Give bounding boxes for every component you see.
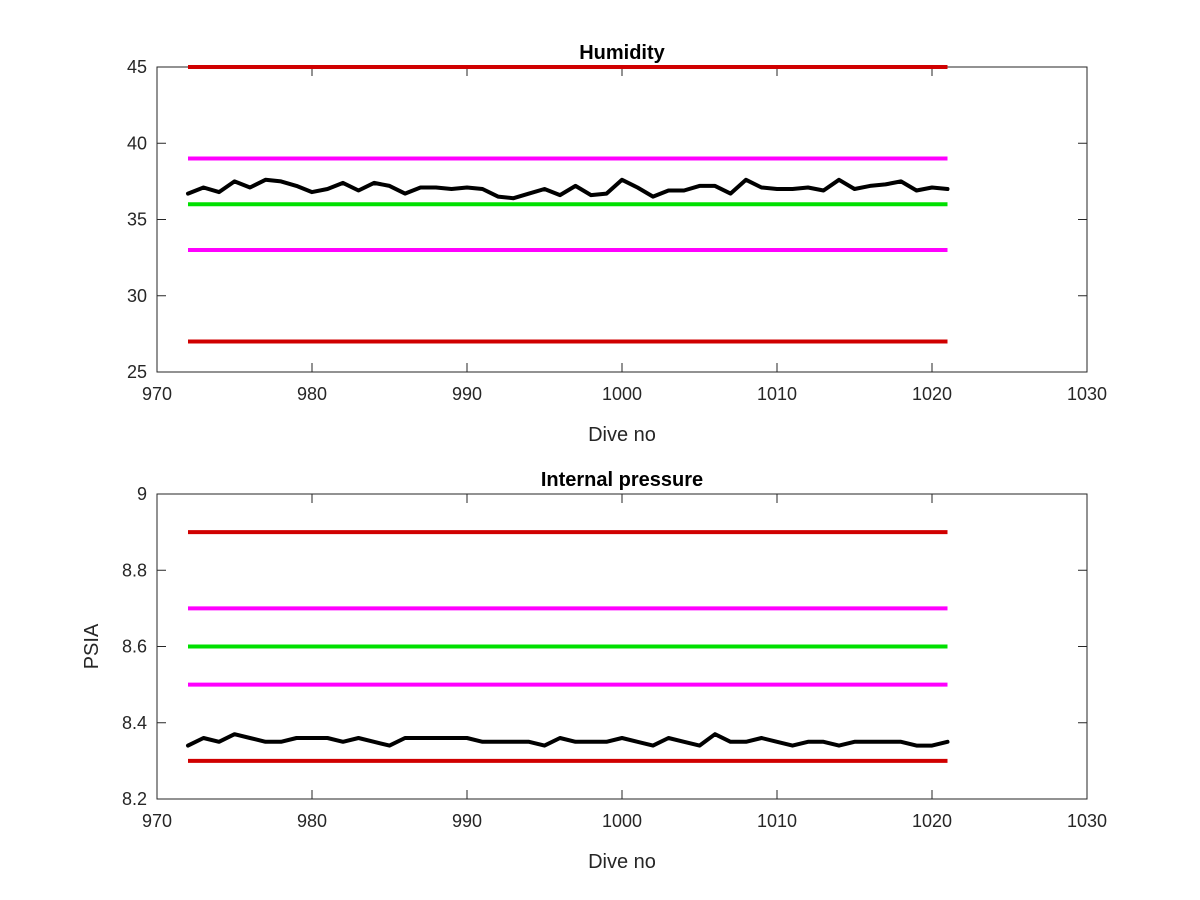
internal-pressure-y-tick-label: 9 <box>137 484 147 504</box>
humidity-x-axis-label: Dive no <box>588 424 656 446</box>
internal-pressure-chart-panel: 970 980 990 1000 1010 1020 1030 8.2 8.4 8.6 8.8 9 In… <box>81 469 1107 873</box>
humidity-y-tick-label: 45 <box>127 57 147 77</box>
humidity-series-line <box>186 177 950 201</box>
internal-pressure-x-tick-label: 980 <box>297 811 327 831</box>
humidity-x-tick-label: 980 <box>297 384 327 404</box>
internal-pressure-x-tick-label: 1000 <box>602 811 642 831</box>
internal-pressure-series-line <box>186 732 950 748</box>
humidity-chart-panel: 970 980 990 1000 1010 1020 1030 25 30 35 40 45 Humid… <box>127 42 1107 446</box>
humidity-x-tick-label: 970 <box>142 384 172 404</box>
humidity-x-tick-label: 1020 <box>912 384 952 404</box>
internal-pressure-x-tick-label: 1030 <box>1067 811 1107 831</box>
internal-pressure-chart-title: Internal pressure <box>541 469 703 491</box>
internal-pressure-x-axis-label: Dive no <box>588 851 656 873</box>
internal-pressure-y-tick-label: 8.2 <box>122 789 147 809</box>
humidity-y-tick-label: 35 <box>127 210 147 230</box>
humidity-y-tick-label: 25 <box>127 362 147 382</box>
internal-pressure-y-tick-label: 8.8 <box>122 560 147 580</box>
internal-pressure-x-tick-label: 1010 <box>757 811 797 831</box>
humidity-y-tick-label: 30 <box>127 286 147 306</box>
internal-pressure-x-tick-label: 970 <box>142 811 172 831</box>
humidity-x-tick-label: 1030 <box>1067 384 1107 404</box>
internal-pressure-y-tick-label: 8.6 <box>122 637 147 657</box>
internal-pressure-y-tick-label: 8.4 <box>122 713 147 733</box>
humidity-x-tick-label: 1000 <box>602 384 642 404</box>
internal-pressure-y-axis-label: PSIA <box>81 623 103 669</box>
internal-pressure-x-tick-label: 1020 <box>912 811 952 831</box>
humidity-x-tick-label: 990 <box>452 384 482 404</box>
humidity-y-tick-label: 40 <box>127 133 147 153</box>
humidity-chart-title: Humidity <box>579 42 665 64</box>
humidity-x-tick-label: 1010 <box>757 384 797 404</box>
internal-pressure-x-tick-label: 990 <box>452 811 482 831</box>
